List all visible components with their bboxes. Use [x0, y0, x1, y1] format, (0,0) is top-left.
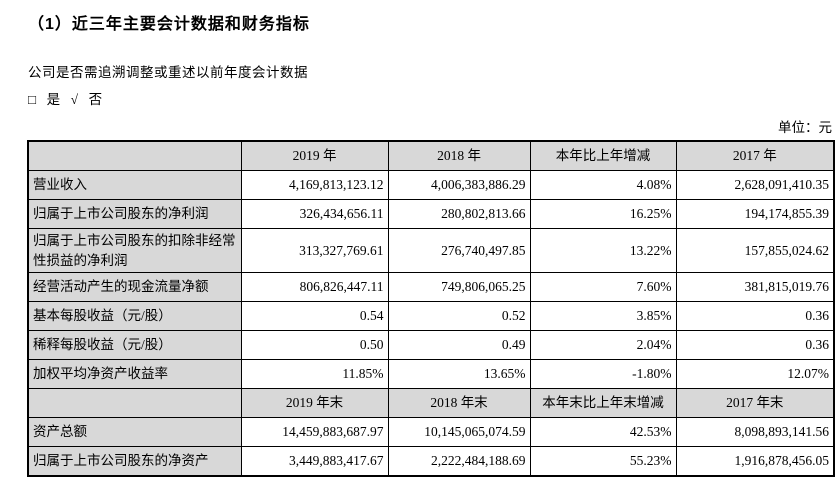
row-label: 加权平均净资产收益率 — [27, 359, 242, 390]
row-label: 归属于上市公司股东的净利润 — [27, 199, 242, 229]
header-2017: 2017 年 — [675, 140, 835, 171]
financial-indicators-table: 2019 年 2018 年 本年比上年增减 2017 年 营业收入 4,169,… — [27, 140, 835, 477]
header-yoy-change: 本年比上年增减 — [529, 140, 677, 171]
unit-label: 单位：元 — [778, 120, 832, 135]
header-yearend-change: 本年末比上年末增减 — [529, 388, 677, 419]
value-2018: 276,740,497.85 — [387, 227, 531, 274]
table-row-operating-cash-flow: 经营活动产生的现金流量净额 806,826,447.11 749,806,065… — [27, 272, 835, 303]
value-2018: 749,806,065.25 — [387, 272, 531, 303]
value-2018: 280,802,813.66 — [387, 199, 531, 229]
header-2018: 2018 年 — [387, 140, 531, 171]
row-label: 归属于上市公司股东的扣除非经常性损益的净利润 — [27, 227, 242, 274]
check-mark-icon: √ — [70, 92, 79, 107]
value-2017: 0.36 — [675, 301, 835, 332]
value-2017: 12.07% — [675, 359, 835, 390]
header-blank — [27, 140, 242, 171]
value-change: 13.22% — [529, 227, 677, 274]
value-change: 55.23% — [529, 446, 677, 477]
value-2018: 4,006,383,886.29 — [387, 170, 531, 200]
value-2017: 194,174,855.39 — [675, 199, 835, 229]
value-2019: 4,169,813,123.12 — [240, 170, 389, 200]
value-2017: 381,815,019.76 — [675, 272, 835, 303]
value-2017: 1,916,878,456.05 — [675, 446, 835, 477]
value-change: 16.25% — [529, 199, 677, 229]
value-2018: 0.52 — [387, 301, 531, 332]
value-2017: 2,628,091,410.35 — [675, 170, 835, 200]
restatement-question: 公司是否需追溯调整或重述以前年度会计数据 — [28, 65, 308, 80]
row-label: 资产总额 — [27, 417, 242, 448]
section-title: （1）近三年主要会计数据和财务指标 — [28, 16, 310, 33]
table-row-net-profit-excl-nonrecurring: 归属于上市公司股东的扣除非经常性损益的净利润 313,327,769.61 27… — [27, 227, 835, 274]
value-change: 2.04% — [529, 330, 677, 361]
value-2018: 2,222,484,188.69 — [387, 446, 531, 477]
header-2019-end: 2019 年末 — [240, 388, 389, 419]
value-2018: 13.65% — [387, 359, 531, 390]
table-row-total-assets: 资产总额 14,459,883,687.97 10,145,065,074.59… — [27, 417, 835, 448]
table-row-diluted-eps: 稀释每股收益（元/股） 0.50 0.49 2.04% 0.36 — [27, 330, 835, 361]
no-label: 否 — [88, 92, 103, 107]
row-label: 经营活动产生的现金流量净额 — [27, 272, 242, 303]
table-row-net-assets: 归属于上市公司股东的净资产 3,449,883,417.67 2,222,484… — [27, 446, 835, 477]
value-change: -1.80% — [529, 359, 677, 390]
row-label: 基本每股收益（元/股） — [27, 301, 242, 332]
value-2019: 11.85% — [240, 359, 389, 390]
value-2019: 0.50 — [240, 330, 389, 361]
value-2018: 10,145,065,074.59 — [387, 417, 531, 448]
table-row-revenue: 营业收入 4,169,813,123.12 4,006,383,886.29 4… — [27, 170, 835, 200]
value-2019: 806,826,447.11 — [240, 272, 389, 303]
value-change: 7.60% — [529, 272, 677, 303]
row-label: 稀释每股收益（元/股） — [27, 330, 242, 361]
value-2019: 0.54 — [240, 301, 389, 332]
header-2019: 2019 年 — [240, 140, 389, 171]
header-row-year-end: 2019 年末 2018 年末 本年末比上年末增减 2017 年末 — [27, 388, 835, 419]
value-change: 3.85% — [529, 301, 677, 332]
value-2019: 14,459,883,687.97 — [240, 417, 389, 448]
value-2019: 313,327,769.61 — [240, 227, 389, 274]
table-row-basic-eps: 基本每股收益（元/股） 0.54 0.52 3.85% 0.36 — [27, 301, 835, 332]
row-label: 归属于上市公司股东的净资产 — [27, 446, 242, 477]
value-2019: 326,434,656.11 — [240, 199, 389, 229]
header-blank — [27, 388, 242, 419]
yes-label: 是 — [46, 92, 61, 107]
header-2017-end: 2017 年末 — [675, 388, 835, 419]
value-2019: 3,449,883,417.67 — [240, 446, 389, 477]
table-row-net-profit: 归属于上市公司股东的净利润 326,434,656.11 280,802,813… — [27, 199, 835, 229]
row-label: 营业收入 — [27, 170, 242, 200]
header-2018-end: 2018 年末 — [387, 388, 531, 419]
value-2017: 157,855,024.62 — [675, 227, 835, 274]
value-change: 4.08% — [529, 170, 677, 200]
table-row-weighted-avg-roe: 加权平均净资产收益率 11.85% 13.65% -1.80% 12.07% — [27, 359, 835, 390]
value-2017: 8,098,893,141.56 — [675, 417, 835, 448]
value-2017: 0.36 — [675, 330, 835, 361]
value-2018: 0.49 — [387, 330, 531, 361]
value-change: 42.53% — [529, 417, 677, 448]
restatement-answer: □ 是 √ 否 — [28, 88, 835, 108]
header-row-annual: 2019 年 2018 年 本年比上年增减 2017 年 — [27, 140, 835, 171]
yes-checkbox-icon: □ — [28, 92, 37, 107]
